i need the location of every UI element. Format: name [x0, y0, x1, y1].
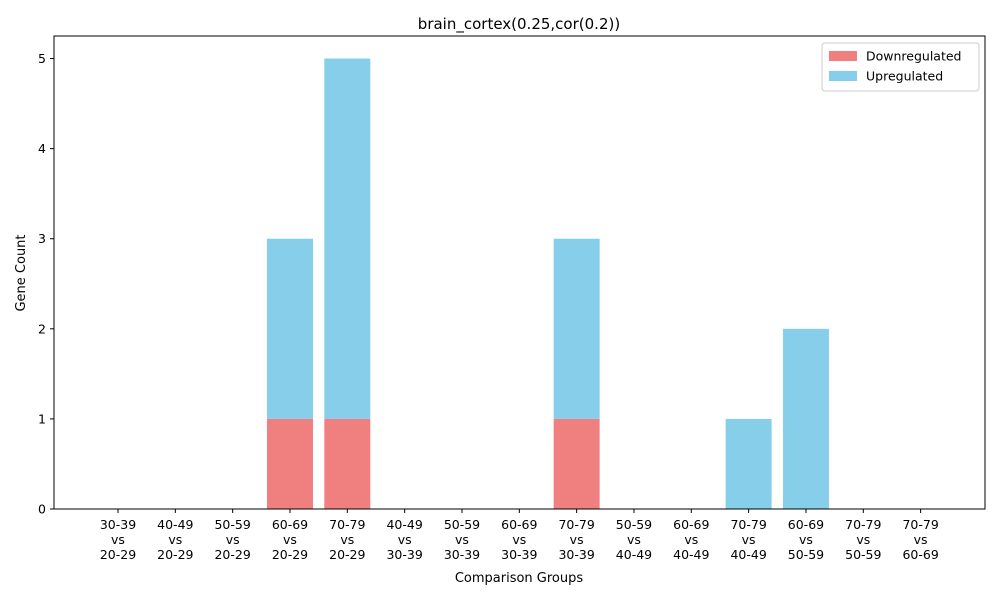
x-tick-label: 60-69 vs 40-49: [673, 517, 709, 562]
legend-label-downregulated: Downregulated: [866, 49, 962, 64]
x-tick-label: 50-59 vs 20-29: [214, 517, 250, 562]
bar-upregulated-12: [782, 328, 829, 509]
x-tick-label: 70-79 vs 30-39: [558, 517, 594, 562]
x-tick-label: 60-69 vs 50-59: [788, 517, 824, 562]
x-axis-label: Comparison Groups: [455, 571, 584, 586]
x-tick-label: 60-69 vs 20-29: [272, 517, 308, 562]
bar-upregulated-3: [266, 238, 313, 419]
y-tick-label: 0: [38, 502, 46, 517]
x-tick-label: 70-79 vs 20-29: [329, 517, 365, 562]
legend: Downregulated Upregulated: [821, 42, 980, 92]
y-axis-label: Gene Count: [14, 234, 29, 311]
bar-downregulated-8: [553, 418, 600, 509]
bar-downregulated-3: [266, 418, 313, 509]
x-tick-label: 70-79 vs 40-49: [730, 517, 766, 562]
legend-swatch-upregulated: [829, 71, 857, 81]
chart-title: brain_cortex(0.25,cor(0.2)): [418, 15, 620, 34]
x-tick-label: 50-59 vs 40-49: [616, 517, 652, 562]
bars-group: [266, 58, 829, 509]
bar-upregulated-11: [725, 418, 772, 509]
legend-swatch-downregulated: [829, 51, 857, 61]
y-tick-label: 5: [38, 51, 46, 66]
x-tick-label: 40-49 vs 20-29: [157, 517, 193, 562]
axes-group: 0 1 2 3 4 5 30-39 vs 20-29 40-49 vs 20-29 50-59 vs 20-…: [38, 35, 986, 562]
y-tick-label: 4: [38, 141, 46, 156]
bar-upregulated-4: [324, 58, 371, 419]
x-tick-label: 40-49 vs 30-39: [386, 517, 422, 562]
x-tick-label: 60-69 vs 30-39: [501, 517, 537, 562]
x-tick-label: 70-79 vs 60-69: [902, 517, 938, 562]
x-tick-label: 70-79 vs 50-59: [845, 517, 881, 562]
legend-box: [821, 42, 980, 92]
bar-upregulated-8: [553, 238, 600, 419]
x-tick-label: 30-39 vs 20-29: [100, 517, 136, 562]
legend-label-upregulated: Upregulated: [866, 69, 943, 84]
y-tick-label: 3: [38, 231, 46, 246]
plot-frame: [53, 35, 986, 510]
x-tick-label: 50-59 vs 30-39: [444, 517, 480, 562]
y-tick-label: 2: [38, 321, 46, 336]
bar-downregulated-4: [324, 418, 371, 509]
y-tick-label: 1: [38, 411, 46, 426]
